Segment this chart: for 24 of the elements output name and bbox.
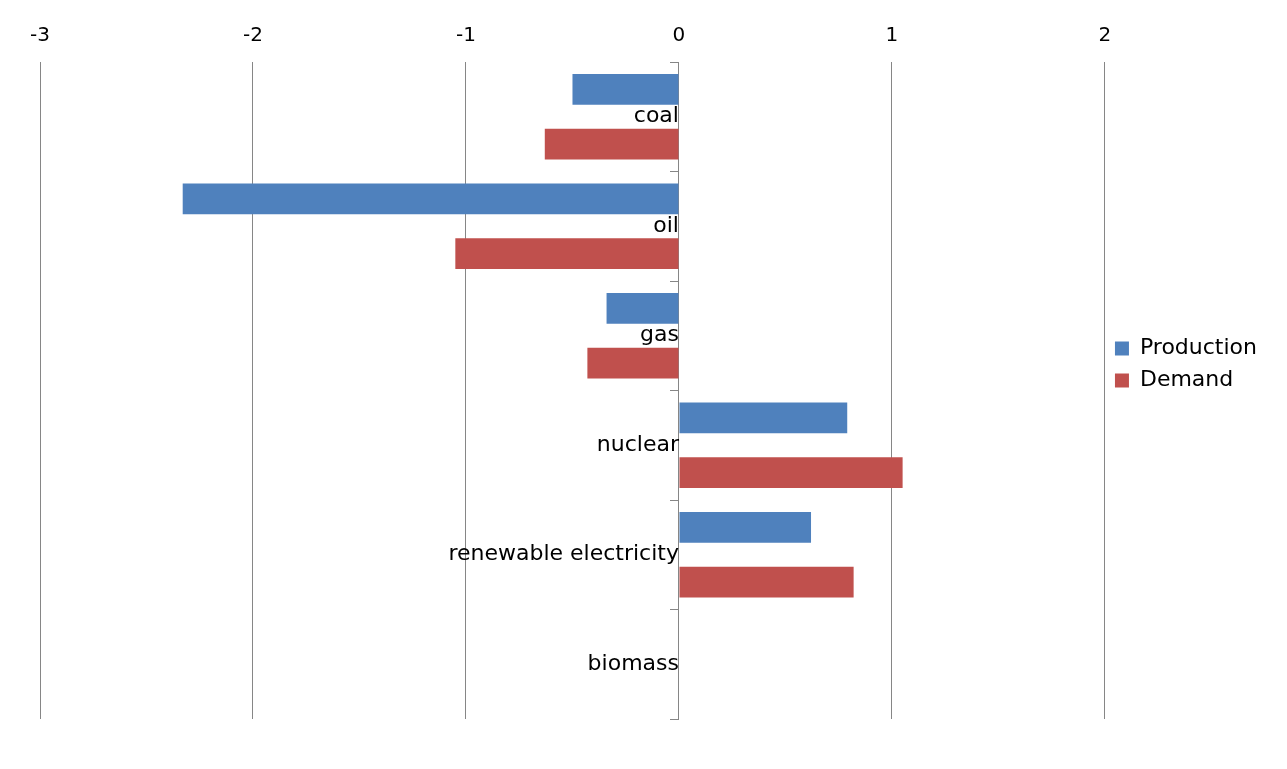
- x-tick-label: -3: [30, 22, 50, 47]
- bar: [606, 293, 679, 324]
- x-tick-label: -1: [456, 22, 476, 47]
- legend-label: Production: [1139, 334, 1257, 360]
- bar: [679, 402, 848, 434]
- x-tick-label: 1: [885, 22, 899, 47]
- x-tick-label: 0: [672, 22, 686, 47]
- y-tick-label: nuclear: [596, 430, 680, 456]
- bar: [679, 457, 903, 488]
- bar: [679, 512, 812, 543]
- bar: [544, 128, 679, 160]
- bar: [587, 347, 679, 379]
- y-tick-label: oil: [653, 211, 679, 237]
- y-tick-label: biomass: [587, 649, 679, 675]
- bar: [182, 183, 679, 215]
- y-tick-label: coal: [633, 102, 679, 128]
- y-tick-label: renewable electricity: [448, 540, 679, 566]
- bar: [572, 74, 679, 105]
- bar: [679, 566, 854, 598]
- legend-label: Demand: [1139, 366, 1234, 392]
- x-tick-label: 2: [1098, 22, 1112, 47]
- bar: [455, 238, 679, 269]
- x-tick-label: -2: [243, 22, 263, 47]
- y-tick-label: gas: [640, 321, 679, 347]
